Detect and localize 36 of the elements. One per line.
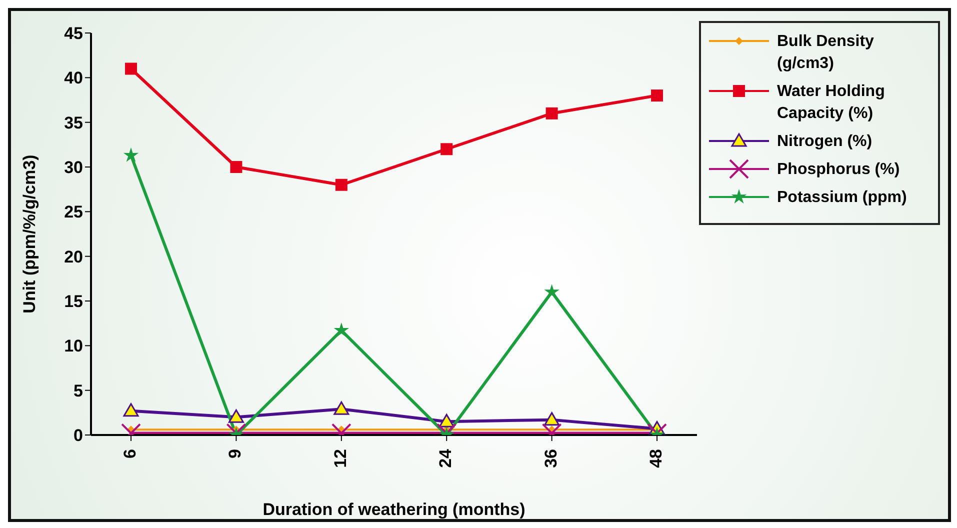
point <box>546 107 558 120</box>
point <box>335 178 348 191</box>
x-tick-label: 6 <box>120 449 140 458</box>
x-tick-label: 24 <box>436 448 456 468</box>
y-tick-label: 5 <box>74 381 83 400</box>
x-tick-label: 9 <box>226 449 245 458</box>
point <box>123 403 139 417</box>
point <box>230 161 242 173</box>
y-tick-label: 10 <box>64 336 83 356</box>
x-tick-label: 12 <box>330 449 350 468</box>
y-axis-title: Unit (ppm/%/g/cm3) <box>20 154 40 314</box>
y-tick-label: 30 <box>64 158 83 178</box>
legend-label: Phosphorus (%) <box>777 160 900 180</box>
y-tick-label: 40 <box>64 68 83 88</box>
point <box>228 409 244 423</box>
y-tick-label: 25 <box>64 202 83 222</box>
y-tick-label: 45 <box>64 24 83 44</box>
legend-label: Nitrogen (%) <box>777 132 872 152</box>
point <box>651 90 663 102</box>
legend-label: Bulk Density (g/cm3) <box>777 32 875 74</box>
x-axis-title: Duration of weathering (months) <box>262 500 526 519</box>
x-tick-label: 36 <box>541 449 560 468</box>
y-tick-label: 35 <box>64 113 83 132</box>
point <box>438 414 454 428</box>
point <box>334 322 350 337</box>
point <box>440 143 453 156</box>
point <box>334 401 350 415</box>
y-tick-label: 0 <box>74 426 83 446</box>
legend-label: Water Holding Capacity (%) <box>777 82 886 124</box>
legend-label: Potassium (ppm) <box>777 188 907 208</box>
y-tick-label: 15 <box>64 292 83 312</box>
point <box>123 147 139 162</box>
x-tick-label: 48 <box>646 449 666 468</box>
y-tick-label: 20 <box>64 247 83 266</box>
point <box>544 412 560 426</box>
point <box>125 62 137 75</box>
